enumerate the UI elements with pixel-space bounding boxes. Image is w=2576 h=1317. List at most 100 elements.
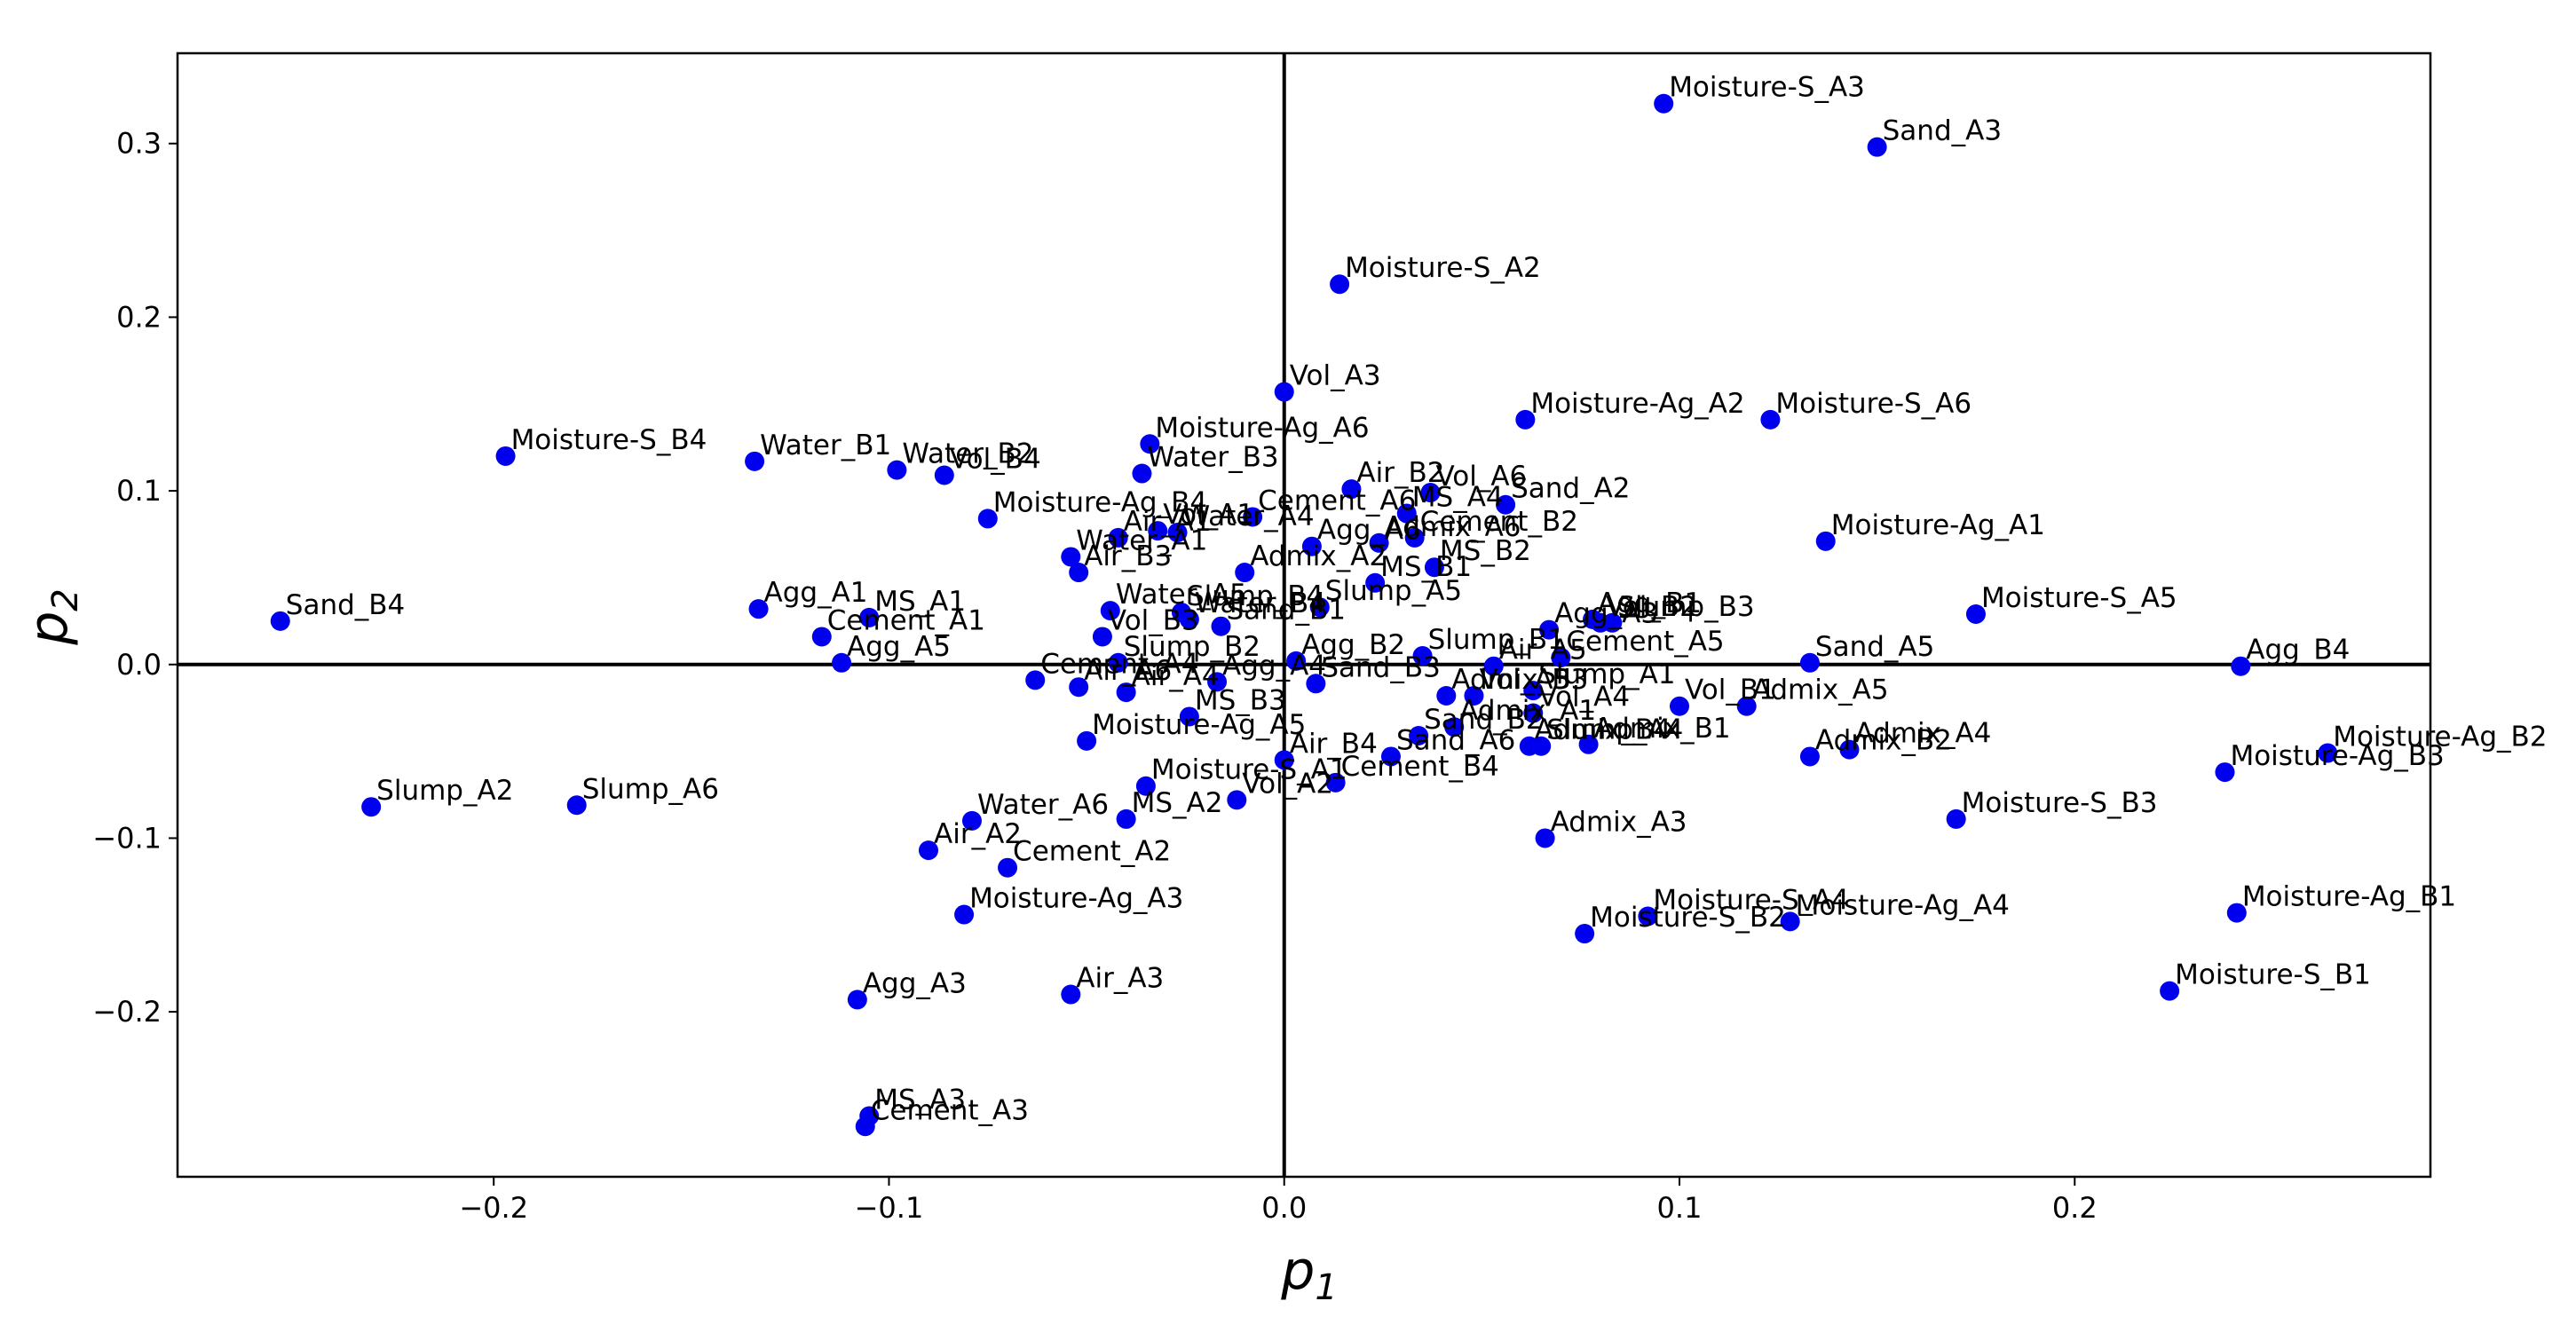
data-point xyxy=(1464,685,1484,706)
data-point xyxy=(1341,479,1362,500)
data-point xyxy=(1575,924,1595,944)
point-label: Moisture-S_A4 xyxy=(1653,884,1849,916)
data-point xyxy=(1325,772,1346,793)
data-point xyxy=(361,797,382,817)
point-label: Sand_A5 xyxy=(1815,631,1934,663)
data-point xyxy=(1965,604,1986,625)
data-point xyxy=(1483,656,1504,676)
point-label: Air_B3 xyxy=(1084,540,1172,572)
x-tick-label: 0.0 xyxy=(1261,1191,1307,1225)
point-label: Water_A6 xyxy=(977,789,1109,821)
data-point xyxy=(270,611,290,631)
data-point xyxy=(1025,670,1046,690)
point-label: Cement_B4 xyxy=(1341,751,1499,783)
data-point xyxy=(1061,984,1081,1005)
point-label: Moisture-S_A5 xyxy=(1981,582,2177,614)
point-label: Cement_B2 xyxy=(1420,506,1578,538)
point-label: Air_B4 xyxy=(1290,728,1378,760)
data-point xyxy=(1551,647,1571,667)
data-points xyxy=(270,93,2338,1137)
data-point xyxy=(832,652,852,673)
point-label: Admix_B3 xyxy=(1451,664,1588,696)
point-label: Water_B4 xyxy=(1195,588,1326,619)
data-point xyxy=(1243,507,1263,527)
data-point xyxy=(1135,776,1156,796)
data-point xyxy=(1602,612,1623,633)
point-label: Admix_A1 xyxy=(1459,695,1596,727)
point-label: Moisture-Ag_B2 xyxy=(2333,722,2547,753)
point-label: Moisture-S_B1 xyxy=(2175,959,2371,991)
data-point xyxy=(2226,903,2247,923)
data-point xyxy=(859,607,880,627)
point-label: MS_B1 xyxy=(1380,551,1472,583)
point-label: Cement_A6 xyxy=(1258,485,1416,517)
point-label: Cement_A3 xyxy=(871,1094,1029,1126)
point-label: MS_B2 xyxy=(1440,535,1531,567)
data-point xyxy=(1274,382,1294,402)
data-point xyxy=(1380,746,1401,767)
point-label: Vol_A3 xyxy=(1290,360,1381,392)
data-point xyxy=(1148,521,1168,541)
data-point xyxy=(1235,563,1255,583)
point-label: MS_A1 xyxy=(874,586,966,618)
data-point xyxy=(1116,808,1136,829)
point-label: Sand_B3 xyxy=(1321,651,1441,683)
data-point xyxy=(811,627,832,647)
point-label: Agg_A3 xyxy=(1554,598,1658,630)
point-label: Water_A4 xyxy=(1183,501,1315,532)
point-label: Moisture-Ag_A6 xyxy=(1155,412,1369,444)
data-point xyxy=(1116,682,1136,703)
point-label: Agg_A6 xyxy=(1317,515,1421,547)
data-point xyxy=(1531,736,1552,756)
data-point xyxy=(1069,677,1089,698)
point-label: Agg_B4 xyxy=(2246,635,2350,666)
point-label: MS_A3 xyxy=(874,1084,966,1116)
data-point xyxy=(745,451,765,471)
data-point xyxy=(1077,730,1097,751)
data-point xyxy=(2231,656,2251,676)
data-point xyxy=(961,810,982,831)
point-label: MS_B3 xyxy=(1195,684,1286,716)
point-label: Sand_B1 xyxy=(1226,595,1346,627)
data-point xyxy=(1179,609,1199,629)
data-point xyxy=(748,599,769,619)
data-point xyxy=(847,990,867,1010)
data-point xyxy=(1535,828,1555,848)
data-point xyxy=(1211,616,1231,636)
point-label: Admix_B1 xyxy=(1594,713,1731,745)
point-label: Moisture-Ag_A5 xyxy=(1092,709,1306,741)
point-label: Agg_A3 xyxy=(863,967,967,999)
data-point xyxy=(1799,652,1820,673)
data-point xyxy=(1274,750,1294,770)
x-axis-ticks: −0.2 −0.1 0.0 0.1 0.2 xyxy=(459,1177,2098,1225)
data-point xyxy=(1140,434,1160,454)
plot-frame xyxy=(176,51,2432,1179)
point-label: Moisture-S_A1 xyxy=(1151,754,1347,786)
point-label: Water_B2 xyxy=(902,438,1033,470)
data-point xyxy=(1578,734,1599,754)
data-point xyxy=(1167,523,1188,543)
point-label: Slump_B1 xyxy=(1428,624,1565,656)
point-label: Air_A4 xyxy=(1132,660,1220,692)
data-point xyxy=(977,509,998,529)
y-tick-label: −0.1 xyxy=(92,821,162,855)
point-label: Air_B2 xyxy=(1356,457,1444,489)
point-label: Admix_B2 xyxy=(1815,724,1952,756)
point-label: Admix_A6 xyxy=(1385,511,1521,543)
data-point xyxy=(1539,619,1560,640)
data-point xyxy=(1301,536,1322,556)
point-label: Slump_B3 xyxy=(1617,591,1754,623)
point-label: Air_A2 xyxy=(934,818,1022,850)
point-label: Sand_A3 xyxy=(1883,115,2002,147)
point-label: MS_A4 xyxy=(1412,482,1504,514)
point-label: Moisture-S_B2 xyxy=(1590,902,1786,934)
x-tick-label: −0.1 xyxy=(855,1191,924,1225)
data-point xyxy=(2160,981,2180,1001)
point-label: Vol_A1 xyxy=(1163,499,1254,531)
point-label: Slump_A1 xyxy=(1538,658,1675,690)
point-label: Slump_A6 xyxy=(582,773,719,805)
data-point xyxy=(1061,547,1081,567)
data-point xyxy=(1420,483,1441,503)
point-label: Admix_A2 xyxy=(1250,540,1387,572)
point-label: Agg_A1 xyxy=(764,577,868,609)
